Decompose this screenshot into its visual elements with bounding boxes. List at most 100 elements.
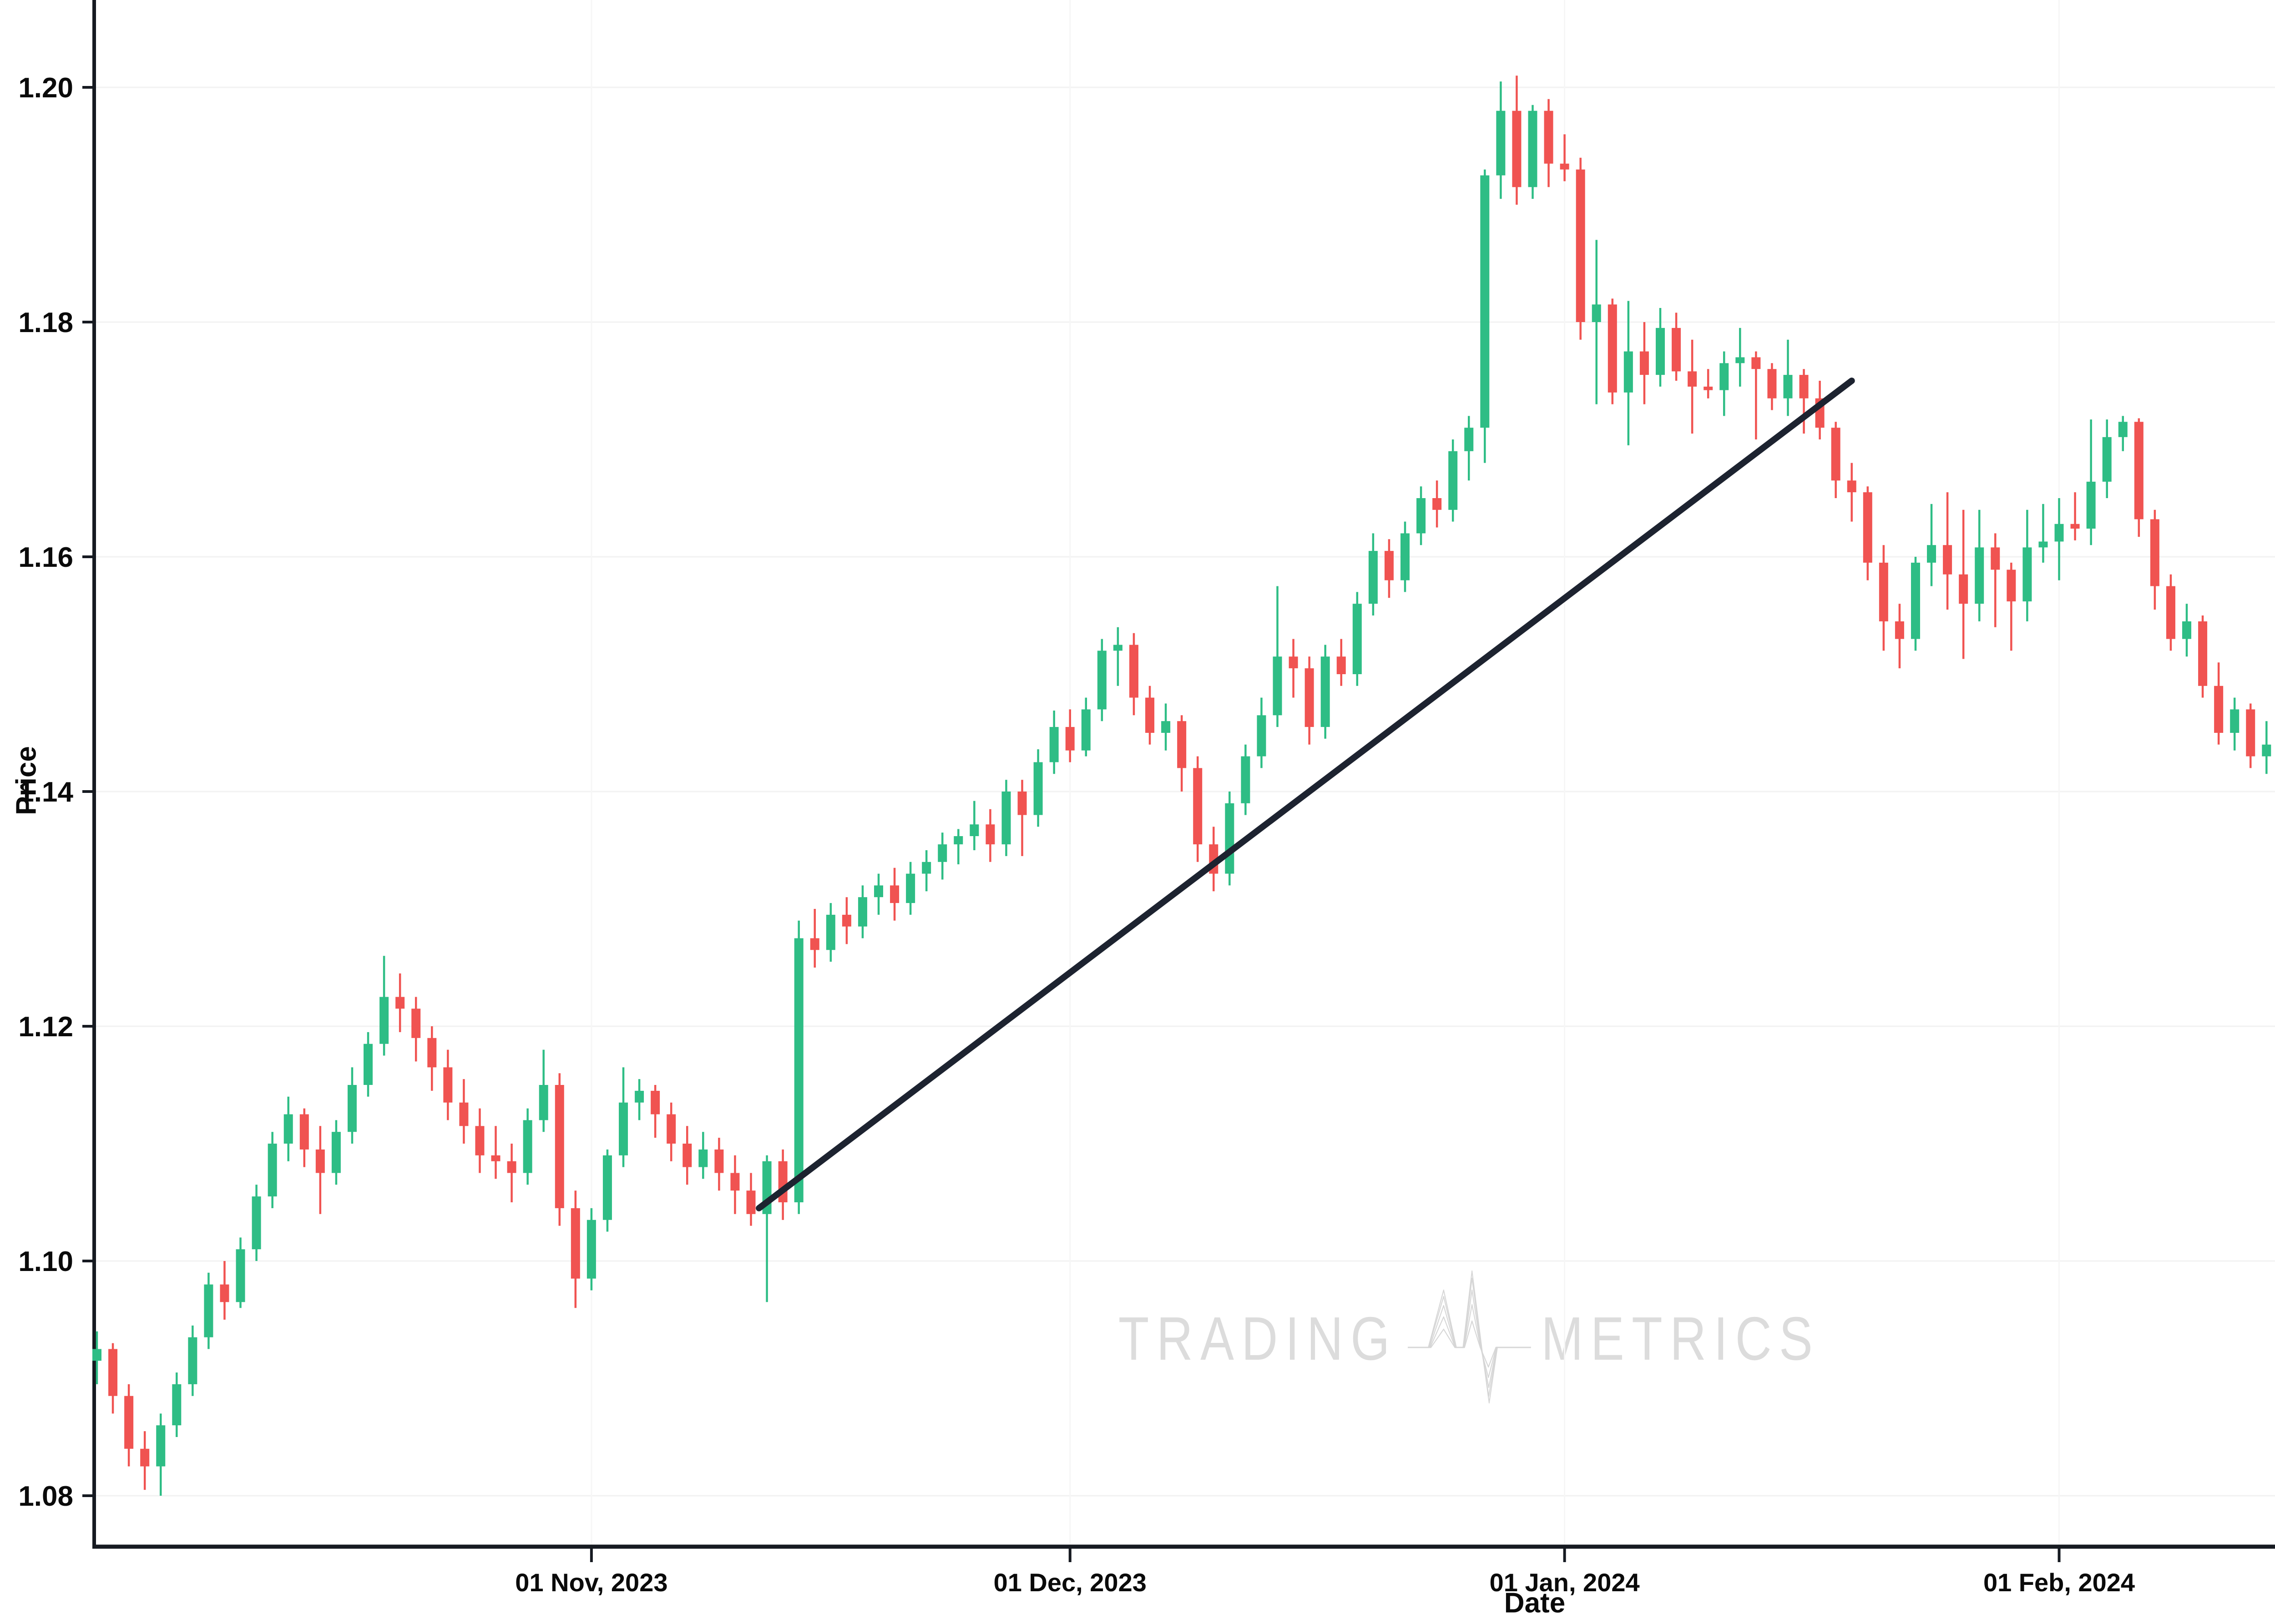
candle [1927,504,1936,586]
candle [491,1126,500,1179]
y-tick-label: 1.18 [18,307,73,338]
candle [1975,509,1984,621]
candle [762,1155,772,1302]
candle [443,1049,453,1120]
candle [1336,639,1346,686]
candle [1735,328,1745,387]
candle [1911,557,1920,651]
x-tick-label: 01 Dec, 2023 [994,1568,1147,1597]
candle [1863,486,1872,580]
candle [1464,416,1474,481]
candle [2230,697,2240,751]
watermark: TRADING METRICS [1118,1270,1820,1407]
candle [1528,105,1537,199]
candle [108,1343,118,1414]
candle [2262,721,2271,774]
candle [1719,351,1729,416]
candle [220,1261,229,1320]
candle [2007,562,2016,651]
candle [395,973,405,1032]
candle [283,1096,293,1161]
candle [2150,509,2159,610]
y-tick-label: 1.12 [18,1011,73,1043]
candle [156,1413,166,1496]
candle [1225,792,1234,886]
candle [236,1237,245,1308]
candle [698,1132,708,1179]
candle [1400,521,1410,592]
y-axis-ticks: 1.08 1.10 1.12 1.14 1.16 1.18 1.20 [18,72,94,1512]
candle [252,1185,261,1261]
y-tick-label: 1.16 [18,542,73,573]
candle [331,1120,341,1185]
y-tick-label: 1.10 [18,1246,73,1277]
candle [2182,604,2192,657]
candle [1113,627,1122,686]
x-tick-label: 01 Nov, 2023 [515,1568,667,1597]
x-tick-label: 01 Jan, 2024 [1490,1568,1640,1597]
x-tick-label: 01 Feb, 2024 [1983,1568,2135,1597]
watermark-text-right: METRICS [1541,1304,1820,1373]
candle [794,920,804,1214]
candle [1751,351,1761,439]
candle [124,1384,134,1467]
candle [427,1026,437,1091]
trendline [756,378,1855,1211]
candle [1688,339,1697,434]
candle [92,1331,101,1384]
candle [1289,639,1298,698]
candle [1783,339,1793,416]
candle [1496,81,1506,199]
candle [1432,480,1442,528]
axis-spines [92,0,2275,1549]
candle [906,862,915,915]
y-tick-label: 1.14 [18,777,73,808]
candle [1847,463,1856,522]
candle [1655,308,1665,387]
candle [1257,697,1266,768]
candle [954,829,963,864]
month-gridlines [591,0,2060,1547]
candle [1368,533,1378,615]
candle [1033,749,1043,827]
candle [1767,363,1777,410]
candle [1416,486,1426,545]
candle [172,1372,182,1437]
candle [507,1144,516,1202]
y-axis-title: Price [10,746,42,815]
candle [970,801,979,850]
candle [1480,169,1490,463]
candle [315,1126,325,1214]
candle [1623,301,1633,445]
watermark-text-left: TRADING [1118,1304,1397,1373]
candle [1017,780,1027,856]
candle [619,1067,628,1167]
candle [938,832,947,880]
candle [539,1049,548,1132]
candle [730,1155,740,1214]
candle [602,1149,612,1232]
candle [1097,639,1107,721]
candle [2022,509,2032,621]
candle [1049,710,1059,774]
candle [1991,533,2000,627]
candle [1831,422,1840,498]
candle [411,997,421,1062]
candle [1639,322,1649,404]
candle [667,1102,676,1161]
candle [1592,240,1601,404]
candle [571,1190,580,1308]
candle [379,956,389,1056]
candle [922,850,931,892]
candle [2214,662,2224,745]
candle [1001,780,1011,856]
candle [188,1325,197,1396]
candle [1129,633,1138,716]
candle [299,1108,309,1167]
x-axis-title: Date [1504,1587,1566,1619]
candle [1959,509,1968,659]
candle [746,1173,756,1226]
candle [364,1032,373,1097]
candle-series [92,76,2271,1496]
